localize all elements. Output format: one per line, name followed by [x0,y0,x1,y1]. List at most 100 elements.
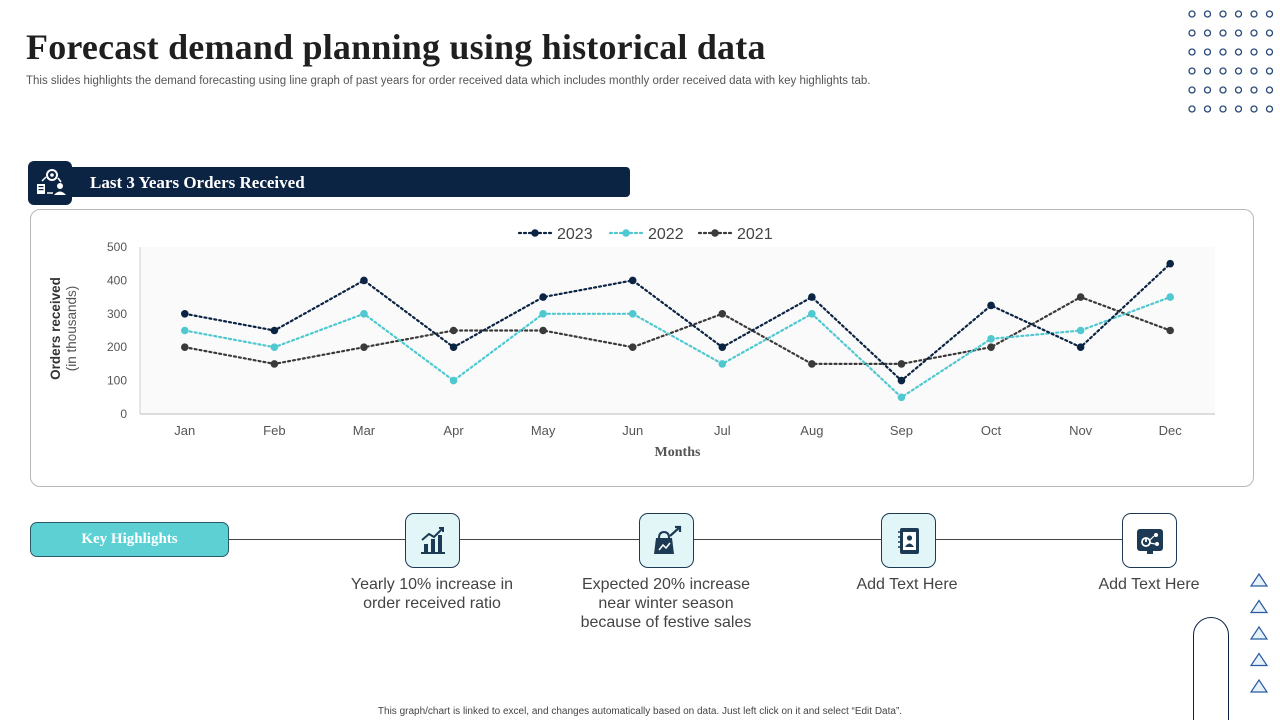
data-point-2021 [1166,326,1175,335]
decorative-triangle [1249,625,1269,640]
decorative-dot [1188,10,1196,18]
y-axis-title: Orders received [48,277,63,380]
decorative-triangle [1249,678,1269,693]
decorative-dot [1234,105,1243,113]
y-axis-subtitle: (in thousands) [64,286,79,372]
data-point-2023 [180,310,189,318]
decorative-pill-outline [1193,617,1229,720]
decorative-dot [1265,29,1274,37]
x-axis-title: Months [655,445,701,460]
decorative-dot [1250,105,1258,113]
decorative-dot [1188,86,1196,94]
legend-marker-2022 [622,229,630,237]
x-tick-label: Aug [800,423,823,438]
series-line-2022 [183,295,1172,399]
decorative-dot [1203,10,1212,18]
data-point-2022 [718,360,727,368]
data-point-2022 [180,326,189,335]
data-point-2021 [539,326,547,335]
decorative-dot [1219,86,1227,94]
data-point-2022 [1076,326,1085,335]
contact-book-icon [881,513,936,568]
decorative-dot [1219,29,1227,37]
decorative-dot [1203,48,1212,56]
process-gear-icon [28,161,72,205]
data-point-2023 [987,301,995,310]
y-tick-label: 300 [107,307,127,321]
highlight-text-1: Yearly 10% increase in order received ra… [350,576,514,612]
decorative-dot [1250,29,1258,37]
data-point-2021 [360,343,368,351]
decorative-dot [1265,86,1274,94]
decorative-triangles [1249,572,1269,693]
x-tick-label: Dec [1159,423,1183,438]
data-point-2021 [718,310,727,318]
data-point-2023 [360,276,368,285]
y-tick-label: 400 [107,273,127,287]
data-point-2021 [628,343,637,351]
line-chart: 0 100 200 300 400 500 Jan Feb Mar Apr May Jun Jul Aug… [48,226,1215,460]
data-point-2022 [897,393,906,402]
analytics-board-icon [1122,513,1177,568]
data-point-2023 [270,326,279,335]
y-tick-label: 0 [120,407,127,421]
legend-marker-2023 [531,229,539,237]
decorative-dot [1203,67,1212,75]
data-point-2022 [539,310,547,318]
data-point-2023 [897,376,906,385]
x-tick-label: Nov [1069,423,1093,438]
y-tick-label: 500 [107,240,127,254]
data-point-2021 [180,343,189,351]
x-tick-label: Sep [890,423,913,438]
decorative-dot [1203,29,1212,37]
decorative-triangle [1249,652,1269,667]
legend-label-2023: 2023 [557,226,593,243]
decorative-triangle [1249,599,1269,614]
decorative-dot [1188,67,1196,75]
decorative-dot [1234,29,1243,37]
x-tick-label: Apr [443,423,464,438]
page-title: Forecast demand planning using historica… [26,27,766,67]
decorative-dot [1234,48,1243,56]
shopping-bag-growth-icon [639,513,694,568]
x-tick-label: Jul [714,423,731,438]
data-point-2022 [449,376,458,385]
data-point-2023 [628,276,637,285]
footer-note: This graph/chart is linked to excel, and… [377,706,903,717]
decorative-dot [1219,105,1227,113]
decorative-dot [1234,67,1243,75]
data-point-2022 [360,310,368,318]
chart-panel: 0 100 200 300 400 500 Jan Feb Mar Apr May Jun Jul Aug… [30,209,1254,487]
series-line-2023 [183,262,1172,383]
highlight-text-2: Expected 20% increase near winter season… [580,576,752,631]
decorative-dot [1188,48,1196,56]
x-tick-label: Jun [622,423,643,438]
decorative-dot [1265,105,1274,113]
decorative-dot [1234,86,1243,94]
decorative-dot-grid [1188,10,1274,113]
data-point-2023 [449,343,458,351]
data-point-2023 [1166,259,1175,268]
legend-marker-2021 [711,229,719,237]
highlight-text-4: Add Text Here [1098,576,1200,593]
y-tick-label: 100 [107,374,127,388]
section-header-bar: Last 3 Years Orders Received [72,167,630,197]
x-tick-label: Jan [174,423,195,438]
decorative-dot [1250,86,1258,94]
decorative-dot [1219,48,1227,56]
growth-chart-icon [405,513,460,568]
data-point-2021 [897,360,906,368]
decorative-dot [1203,86,1212,94]
data-point-2021 [1076,293,1085,301]
data-point-2021 [270,360,279,368]
decorative-dot [1188,105,1196,113]
data-point-2022 [987,335,995,343]
data-point-2022 [628,310,637,318]
data-point-2023 [808,293,816,301]
key-highlights-label: Key Highlights [30,522,229,557]
x-tick-label: Oct [981,423,1002,438]
x-tick-label: Mar [353,423,376,438]
data-point-2022 [270,343,279,351]
x-tick-label: Feb [263,423,285,438]
page-subtitle: This slides highlights the demand foreca… [26,75,871,87]
